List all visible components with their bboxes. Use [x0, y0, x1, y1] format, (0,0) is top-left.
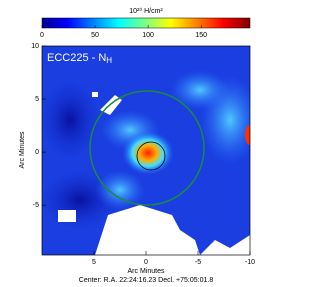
y-axis-label: Arc Minutes: [19, 131, 26, 168]
colorbar: [41, 17, 251, 29]
x-axis-label: Arc Minutes: [128, 268, 165, 275]
colorbar-tick-label: 150: [195, 32, 207, 39]
x-tick-label: -10: [245, 259, 255, 266]
x-tick-label: 5: [92, 259, 96, 266]
colorbar-tick-label: 50: [91, 32, 99, 39]
y-tick-label: 5: [35, 96, 39, 103]
colorbar-tick-label: 100: [142, 32, 154, 39]
map-label: ECC225 - NH: [47, 52, 112, 65]
colorbar-tick-label: 0: [40, 32, 44, 39]
map-label-subscript: H: [106, 56, 112, 65]
y-tick-label: 0: [35, 149, 39, 156]
y-tick-label: -5: [33, 202, 39, 209]
x-tick-label: -5: [195, 259, 201, 266]
x-tick-label: 0: [144, 259, 148, 266]
figure: 10²⁰ H/cm² ECC225 - NH Arc Minutes Arc M…: [19, 7, 255, 284]
map-image: [42, 46, 250, 255]
footer: Center: R.A. 22:24:16.23 Decl. +75:05:01…: [79, 277, 214, 284]
colorbar-label: 10²⁰ H/cm²: [129, 7, 163, 15]
y-tick-label: 10: [31, 43, 39, 50]
map-label-text: ECC225 - N: [47, 52, 106, 64]
large-circle: [89, 90, 205, 206]
small-circle: [136, 141, 166, 171]
